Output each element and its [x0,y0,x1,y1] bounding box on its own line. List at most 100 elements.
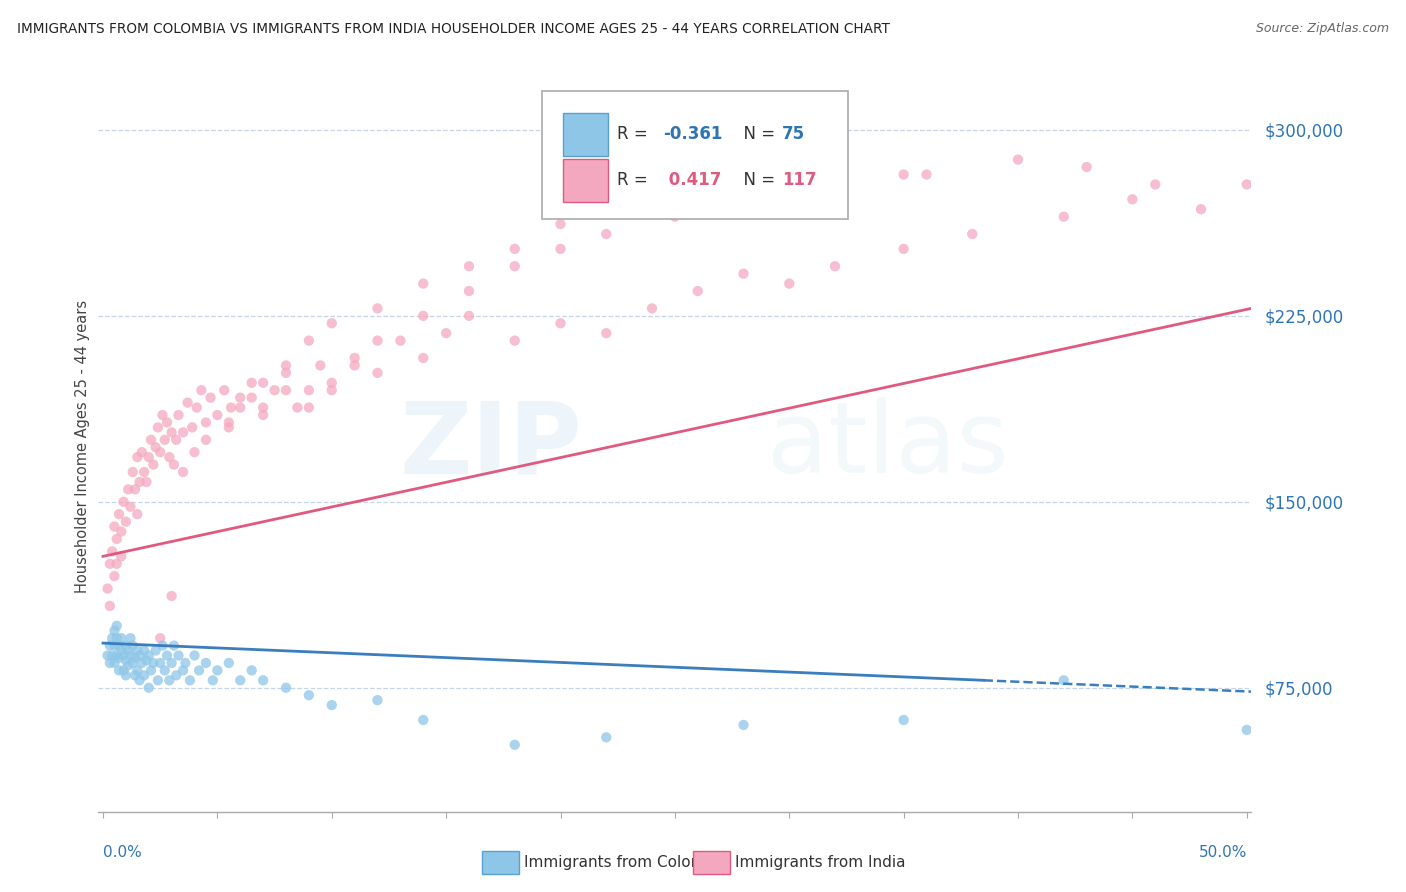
Point [165,668,187,682]
Point [149,656,172,670]
Point [112,648,135,663]
Point [893,168,915,182]
Point [103,624,125,638]
Text: Immigrants from Colombia: Immigrants from Colombia [524,855,730,870]
Point [218,656,240,670]
Point [138,648,160,663]
Point [274,359,297,373]
Point [962,227,984,241]
FancyBboxPatch shape [562,160,607,202]
Point [131,445,153,459]
Point [274,366,297,380]
Point [135,653,157,667]
Point [194,656,217,670]
Point [252,408,274,422]
Point [458,309,481,323]
Point [1076,160,1098,174]
Point [733,718,755,732]
Point [117,643,139,657]
Point [97,648,120,663]
Point [105,557,128,571]
Point [207,664,229,678]
Point [229,401,252,415]
Text: 117: 117 [782,170,817,189]
Point [146,673,169,688]
Point [165,433,187,447]
Point [134,465,156,479]
Point [98,656,121,670]
Point [1121,192,1143,206]
Point [366,334,388,348]
Point [156,416,179,430]
Point [157,450,180,465]
Point [778,277,800,291]
Point [110,524,132,539]
Text: 0.0%: 0.0% [103,845,142,860]
Text: R =: R = [617,125,654,143]
Point [550,316,572,330]
Y-axis label: Householder Income Ages 25 - 44 years: Householder Income Ages 25 - 44 years [75,300,90,592]
Point [108,664,131,678]
Point [240,391,263,405]
Point [97,582,120,596]
Point [1144,178,1167,192]
Text: IMMIGRANTS FROM COLOMBIA VS IMMIGRANTS FROM INDIA HOUSEHOLDER INCOME AGES 25 - 4: IMMIGRANTS FROM COLOMBIA VS IMMIGRANTS F… [17,22,890,37]
Point [1007,153,1029,167]
Point [172,425,194,440]
Text: Immigrants from India: Immigrants from India [735,855,905,870]
Point [188,664,211,678]
Point [103,519,125,533]
Point [167,408,190,422]
Point [274,681,297,695]
Point [641,301,664,316]
Point [179,673,201,688]
Point [893,713,915,727]
Point [101,544,124,558]
Point [778,185,800,199]
FancyBboxPatch shape [543,91,848,219]
Point [115,515,138,529]
Point [181,420,204,434]
Point [263,383,285,397]
Point [252,673,274,688]
Point [207,408,229,422]
Point [149,445,172,459]
Point [101,631,124,645]
Point [183,445,205,459]
Point [503,242,526,256]
Point [824,259,846,273]
Point [218,416,240,430]
Point [321,376,343,390]
Point [156,648,179,663]
Point [664,210,686,224]
Text: atlas: atlas [768,398,1008,494]
Point [110,549,132,564]
Point [146,420,169,434]
Text: 50.0%: 50.0% [1198,845,1247,860]
Point [287,401,309,415]
Point [664,202,686,217]
Point [115,668,138,682]
Point [309,359,332,373]
Point [366,693,388,707]
Point [212,383,235,397]
Point [127,664,149,678]
Point [134,643,156,657]
Point [229,391,252,405]
Point [105,648,128,663]
Point [186,401,208,415]
Point [503,738,526,752]
Point [218,420,240,434]
Point [1053,210,1076,224]
Point [128,475,150,489]
Text: Source: ZipAtlas.com: Source: ZipAtlas.com [1256,22,1389,36]
Text: N =: N = [733,125,780,143]
Point [172,465,194,479]
Point [503,259,526,273]
Text: ZIP: ZIP [399,398,582,494]
Point [174,656,197,670]
Point [110,631,132,645]
Point [105,619,128,633]
Point [550,242,572,256]
Point [124,651,146,665]
